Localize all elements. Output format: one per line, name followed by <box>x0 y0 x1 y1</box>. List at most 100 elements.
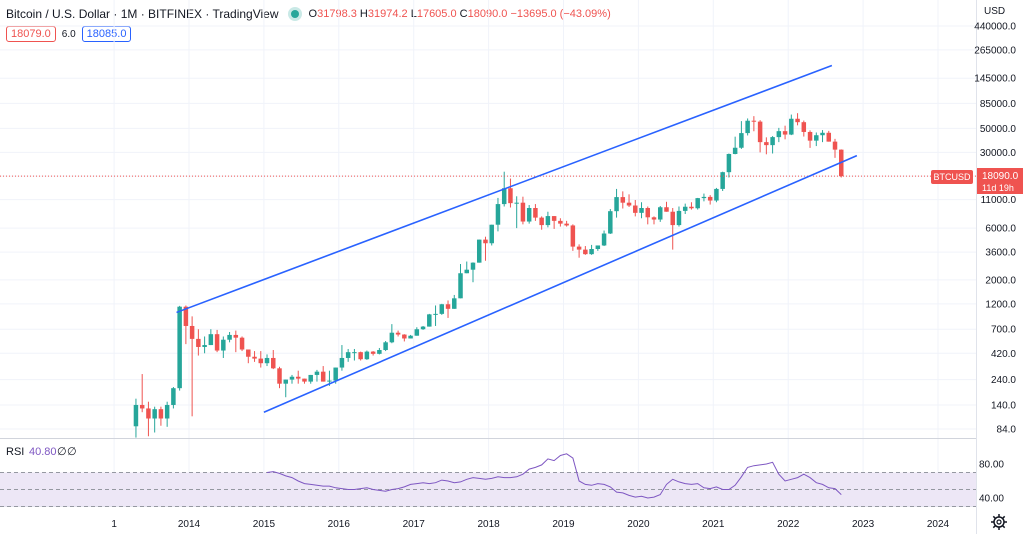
candle-body[interactable] <box>314 371 320 375</box>
candle-body[interactable] <box>626 202 632 206</box>
candle-body[interactable] <box>239 337 245 350</box>
candle-body[interactable] <box>214 334 220 351</box>
candle-body[interactable] <box>695 198 700 209</box>
candle-body[interactable] <box>252 356 257 359</box>
candle-body[interactable] <box>676 210 682 226</box>
trendline-lower[interactable] <box>263 154 858 413</box>
candle-body[interactable] <box>489 224 494 244</box>
candle-body[interactable] <box>501 188 507 205</box>
candle-body[interactable] <box>832 141 838 150</box>
candle-body[interactable] <box>345 352 351 358</box>
candle-body[interactable] <box>370 351 376 354</box>
candle-body[interactable] <box>601 233 607 246</box>
candle-body[interactable] <box>514 202 519 204</box>
candle-body[interactable] <box>395 332 401 335</box>
candle-body[interactable] <box>246 349 251 357</box>
candle-body[interactable] <box>470 262 476 270</box>
candle-body[interactable] <box>633 205 638 213</box>
candle-body[interactable] <box>776 131 782 138</box>
candle-body[interactable] <box>583 249 588 255</box>
candle-body[interactable] <box>551 216 557 221</box>
candle-body[interactable] <box>433 313 438 315</box>
candle-body[interactable] <box>383 342 388 351</box>
candle-body[interactable] <box>289 376 295 380</box>
candle-body[interactable] <box>533 208 538 218</box>
candle-body[interactable] <box>651 217 657 220</box>
candle-body[interactable] <box>402 334 407 339</box>
candle-body[interactable] <box>139 404 145 409</box>
candle-body[interactable] <box>271 357 276 369</box>
candle-body[interactable] <box>558 220 563 224</box>
candle-body[interactable] <box>452 298 457 309</box>
candle-body[interactable] <box>770 137 775 146</box>
currency-label[interactable]: USD <box>984 6 1005 17</box>
candle-body[interactable] <box>782 131 788 135</box>
candle-body[interactable] <box>458 273 463 299</box>
candle-body[interactable] <box>614 197 619 212</box>
candle-body[interactable] <box>158 409 164 419</box>
candle-body[interactable] <box>208 334 214 346</box>
candle-body[interactable] <box>414 329 420 336</box>
candle-body[interactable] <box>570 225 576 247</box>
candle-body[interactable] <box>339 357 345 368</box>
candle-body[interactable] <box>657 207 663 220</box>
candle-body[interactable] <box>464 269 470 274</box>
candle-body[interactable] <box>701 196 707 199</box>
candle-body[interactable] <box>183 306 189 326</box>
candle-body[interactable] <box>545 216 551 226</box>
candle-body[interactable] <box>196 338 201 347</box>
candle-body[interactable] <box>639 208 644 213</box>
candle-body[interactable] <box>408 335 413 339</box>
candle-body[interactable] <box>645 208 651 218</box>
candle-body[interactable] <box>707 196 713 201</box>
candle-body[interactable] <box>483 239 488 244</box>
candle-body[interactable] <box>146 408 151 419</box>
candle-body[interactable] <box>714 188 719 201</box>
candle-body[interactable] <box>526 208 532 222</box>
candle-body[interactable] <box>258 358 264 364</box>
candle-body[interactable] <box>264 357 270 364</box>
candle-body[interactable] <box>221 339 226 351</box>
candle-body[interactable] <box>277 368 282 384</box>
candle-body[interactable] <box>732 147 738 154</box>
candle-body[interactable] <box>564 223 569 226</box>
candle-body[interactable] <box>295 376 301 379</box>
candle-body[interactable] <box>308 374 313 382</box>
rsi-label[interactable]: RSI <box>6 446 24 458</box>
candle-body[interactable] <box>589 248 594 255</box>
candle-body[interactable] <box>764 142 769 146</box>
candle-body[interactable] <box>177 306 182 389</box>
candle-body[interactable] <box>420 326 426 330</box>
candle-body[interactable] <box>789 118 794 135</box>
candle-body[interactable] <box>520 202 526 222</box>
candle-body[interactable] <box>689 206 694 209</box>
candle-body[interactable] <box>189 325 195 339</box>
candle-body[interactable] <box>164 404 170 419</box>
buy-button[interactable]: 18085.0 <box>81 26 132 42</box>
candle-body[interactable] <box>302 378 307 382</box>
candle-body[interactable] <box>751 120 757 122</box>
candle-body[interactable] <box>682 206 688 211</box>
candle-body[interactable] <box>739 133 744 148</box>
candle-body[interactable] <box>227 334 232 340</box>
candle-body[interactable] <box>320 371 326 382</box>
candle-body[interactable] <box>595 245 601 249</box>
candle-body[interactable] <box>352 352 357 354</box>
candle-body[interactable] <box>171 388 176 405</box>
candle-body[interactable] <box>333 367 338 381</box>
candle-body[interactable] <box>670 211 675 226</box>
candle-body[interactable] <box>720 172 725 189</box>
candle-body[interactable] <box>608 211 613 234</box>
candle-body[interactable] <box>820 132 825 136</box>
candle-body[interactable] <box>745 120 750 134</box>
candle-body[interactable] <box>427 314 432 327</box>
candle-body[interactable] <box>757 121 763 143</box>
candle-body[interactable] <box>495 204 501 225</box>
candle-body[interactable] <box>377 350 382 354</box>
candle-body[interactable] <box>576 246 582 250</box>
candle-body[interactable] <box>233 334 239 338</box>
trendline-upper[interactable] <box>176 64 833 314</box>
candle-body[interactable] <box>476 239 482 263</box>
candle-body[interactable] <box>814 135 819 141</box>
